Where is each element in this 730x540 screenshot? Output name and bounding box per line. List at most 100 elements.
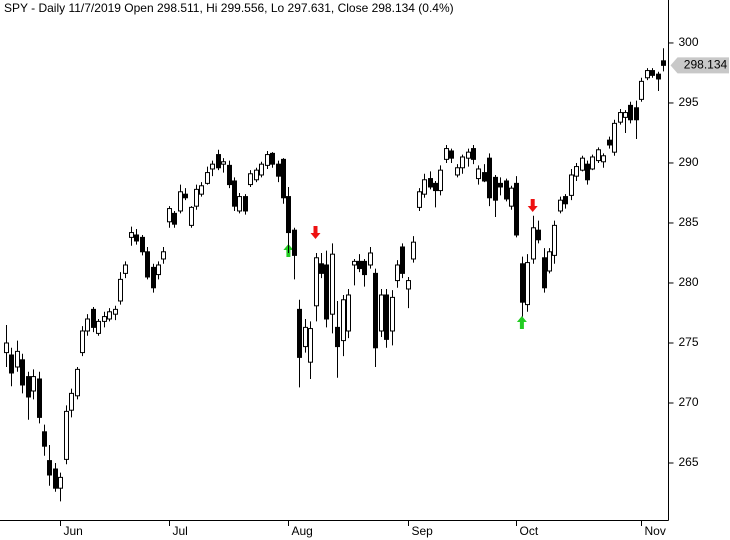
candle-body xyxy=(444,148,449,160)
candle-body xyxy=(75,368,80,397)
candle-body xyxy=(123,264,128,274)
candle-body xyxy=(319,263,324,274)
x-tick-label: Sep xyxy=(412,524,434,538)
candle-body xyxy=(314,257,319,307)
candle-body xyxy=(292,229,297,256)
candle-body xyxy=(254,169,259,181)
candle-body xyxy=(26,376,31,398)
candle-body xyxy=(113,308,118,315)
candle-body xyxy=(58,476,63,489)
candle-body xyxy=(639,80,644,100)
candle-body xyxy=(509,187,514,207)
candle-body xyxy=(417,191,422,208)
candle-body xyxy=(536,229,541,241)
y-tick-label: 290 xyxy=(679,155,699,169)
candle-body xyxy=(656,73,661,80)
candle-body xyxy=(357,260,362,270)
y-tick-label: 270 xyxy=(679,395,699,409)
candle-body xyxy=(161,251,166,260)
candle-body xyxy=(194,188,199,207)
candle-body xyxy=(433,182,438,192)
candle-body xyxy=(590,156,595,170)
candle-body xyxy=(612,122,617,153)
candle-body xyxy=(216,154,221,169)
candle-body xyxy=(628,104,633,121)
candle-body xyxy=(487,157,492,199)
candle-body xyxy=(129,232,134,238)
x-tick-label: Jun xyxy=(64,524,83,538)
sell-arrow xyxy=(527,199,538,212)
candle-body xyxy=(15,350,20,368)
candle-body xyxy=(42,431,47,447)
x-tick-label: Oct xyxy=(520,524,539,538)
candle-body xyxy=(542,257,547,289)
candle-body xyxy=(210,163,215,170)
candle-body xyxy=(466,151,471,159)
candle-body xyxy=(563,196,568,205)
candle-body xyxy=(151,266,156,289)
x-tick-label: Nov xyxy=(645,524,666,538)
candle-body xyxy=(352,260,357,266)
candle-body xyxy=(379,294,384,332)
candle-body xyxy=(531,227,536,260)
candle-body xyxy=(265,154,270,166)
candle-body xyxy=(118,278,123,302)
candle-body xyxy=(189,206,194,226)
candle-body xyxy=(156,264,161,276)
candle-body xyxy=(167,208,172,223)
candle-body xyxy=(580,157,585,171)
candle-body xyxy=(91,308,96,328)
candle-body xyxy=(134,234,139,242)
candle-body xyxy=(607,139,612,146)
x-tick-label: Jul xyxy=(173,524,188,538)
buy-arrow xyxy=(516,316,527,329)
candle-body xyxy=(53,468,58,489)
candle-body xyxy=(183,193,188,199)
candle-body xyxy=(362,260,367,276)
candle-body xyxy=(406,280,411,290)
candle-body xyxy=(276,163,281,177)
candle-body xyxy=(324,264,329,320)
candle-body xyxy=(248,173,253,186)
candle-body xyxy=(422,179,427,195)
candle-body xyxy=(395,264,400,282)
candle-body xyxy=(552,224,557,256)
candle-body xyxy=(645,70,650,79)
candle-body xyxy=(574,166,579,177)
candle-body xyxy=(346,294,351,332)
candle-body xyxy=(498,182,503,188)
candle-body xyxy=(460,156,465,169)
y-tick-label: 295 xyxy=(679,95,699,109)
candle-body xyxy=(221,161,226,165)
y-tick-label: 280 xyxy=(679,275,699,289)
candle-body xyxy=(80,330,85,354)
sell-arrow xyxy=(310,226,321,239)
candle-body xyxy=(618,112,623,123)
candle-body xyxy=(37,378,42,418)
candle-body xyxy=(368,252,373,266)
candle-body xyxy=(330,253,335,315)
candle-body xyxy=(585,163,590,181)
candle-body xyxy=(455,167,460,176)
candle-body xyxy=(172,212,177,225)
candle-body xyxy=(428,178,433,188)
candle-body xyxy=(558,199,563,212)
candle-body xyxy=(281,158,286,199)
candle-body xyxy=(373,272,378,349)
candle-body xyxy=(438,169,443,192)
candle-body xyxy=(520,263,525,303)
candle-body xyxy=(178,191,183,212)
candle-body xyxy=(297,308,302,358)
candle-body xyxy=(569,174,574,196)
candle-body xyxy=(308,328,313,363)
candle-body xyxy=(270,152,275,165)
candle-body xyxy=(31,376,36,392)
candle-body xyxy=(237,196,242,212)
candle-body xyxy=(650,70,655,76)
candle-body xyxy=(96,320,101,334)
candle-body xyxy=(341,299,346,342)
candle-body xyxy=(411,241,416,260)
y-tick-label: 285 xyxy=(679,215,699,229)
